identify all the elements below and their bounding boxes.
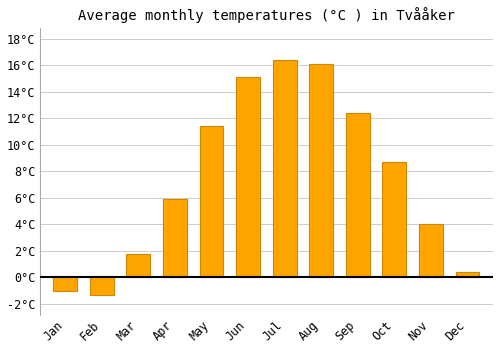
Title: Average monthly temperatures (°C ) in Tvååker: Average monthly temperatures (°C ) in Tv… bbox=[78, 7, 455, 23]
Bar bbox=[382, 162, 406, 278]
Bar bbox=[272, 60, 296, 278]
Bar bbox=[456, 272, 479, 278]
Bar bbox=[54, 278, 77, 291]
Bar bbox=[419, 224, 443, 278]
Bar bbox=[200, 126, 224, 278]
Bar bbox=[90, 278, 114, 295]
Bar bbox=[236, 77, 260, 278]
Bar bbox=[310, 64, 333, 278]
Bar bbox=[163, 199, 187, 278]
Bar bbox=[346, 113, 370, 278]
Bar bbox=[126, 254, 150, 278]
